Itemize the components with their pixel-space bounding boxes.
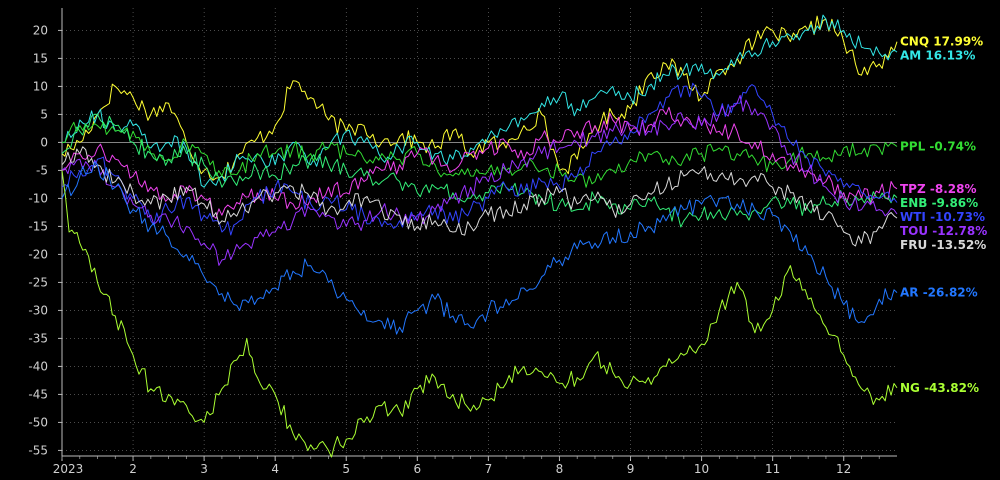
y-tick-label: -50 xyxy=(28,415,48,429)
y-tick-label: 5 xyxy=(40,107,48,121)
series-label-enb: ENB -9.86% xyxy=(900,196,978,210)
series-line-tpz xyxy=(61,106,898,219)
series-label-tou: TOU -12.78% xyxy=(900,224,987,238)
series-line-wti xyxy=(61,82,898,236)
series-label-tpz: TPZ -8.28% xyxy=(900,182,976,196)
x-tick-label: 5 xyxy=(342,462,350,476)
y-tick-label: -5 xyxy=(36,163,48,177)
x-tick-label: 3 xyxy=(200,462,208,476)
series-label-fru: FRU -13.52% xyxy=(900,238,986,252)
x-tick-label: 11 xyxy=(765,462,780,476)
series-label-ar: AR -26.82% xyxy=(900,286,978,300)
y-tick-label: -45 xyxy=(28,387,48,401)
series-label-cnq: CNQ 17.99% xyxy=(900,35,983,49)
x-tick-label: 7 xyxy=(485,462,493,476)
series-line-ar xyxy=(61,161,898,335)
grid xyxy=(61,8,897,456)
series-line-cnq xyxy=(61,15,898,181)
x-tick-label: 2 xyxy=(129,462,137,476)
y-tick-label: 15 xyxy=(33,51,48,65)
y-tick-label: 20 xyxy=(33,23,48,37)
series-line-ppl xyxy=(62,121,898,188)
series-line-am xyxy=(62,14,898,188)
y-tick-label: -35 xyxy=(28,331,48,345)
x-tick-label: 8 xyxy=(556,462,564,476)
series-label-ng: NG -43.82% xyxy=(900,381,979,395)
x-tick-label: 6 xyxy=(413,462,421,476)
y-tick-label: -10 xyxy=(28,191,48,205)
axes: 20 15 10 5 0 -5 -10 -15 -20 -25 -30 -35 -40 -45 -50 -55… xyxy=(28,8,897,476)
series-lines xyxy=(61,14,898,458)
series-line-fru xyxy=(61,146,898,247)
y-tick-label: -20 xyxy=(28,247,48,261)
y-tick-label: -40 xyxy=(28,359,48,373)
y-tick-label: -25 xyxy=(28,275,48,289)
y-tick-label: -55 xyxy=(28,443,48,457)
x-tick-label: 12 xyxy=(836,462,851,476)
series-labels: CNQ 17.99%AM 16.13% PPL -0.74% TPZ -8.28%E… xyxy=(900,35,987,395)
y-tick-label: 0 xyxy=(40,135,48,149)
series-line-tou xyxy=(61,94,898,266)
series-label-wti: WTI -10.73% xyxy=(900,210,985,224)
x-tick-label: 10 xyxy=(694,462,709,476)
x-tick-label: 2023 xyxy=(53,462,84,476)
y-tick-label: -30 xyxy=(28,303,48,317)
x-tick-label: 4 xyxy=(271,462,279,476)
series-line-ng xyxy=(61,170,898,458)
y-tick-label: 10 xyxy=(33,79,48,93)
y-tick-label: -15 xyxy=(28,219,48,233)
x-tick-label: 9 xyxy=(627,462,635,476)
series-label-ppl: PPL -0.74% xyxy=(900,140,976,154)
series-label-am: AM 16.13% xyxy=(900,49,975,63)
series-line-enb xyxy=(61,113,898,228)
